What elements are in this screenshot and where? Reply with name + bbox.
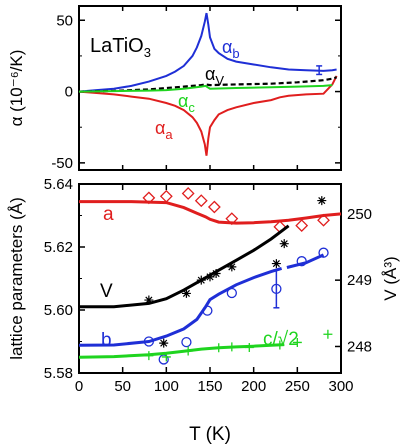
marker-diamond: [317, 213, 330, 227]
marker-asterisk: [181, 288, 191, 298]
marker-circle: [318, 247, 329, 258]
series-label-main: α: [222, 37, 232, 57]
y2-tick-label: 250: [347, 206, 372, 223]
marker-plus: [161, 352, 171, 362]
series-label-subscript: V: [215, 73, 224, 88]
lattice-parameters-panel: 0 50 100 150 200 250 300 5.58 5.60 5.62 5.64 248 249…: [7, 176, 400, 445]
series-line-b: [78, 12, 337, 93]
y-tick-label: 5.58: [44, 365, 73, 382]
marker-plus: [275, 340, 285, 350]
marker-asterisk: [144, 295, 154, 305]
y2-tick-label: 248: [347, 338, 372, 355]
marker-diamond: [142, 191, 156, 205]
series-label-main: α: [205, 64, 215, 84]
marker-diamond: [295, 219, 309, 232]
marker-diamond: [194, 194, 208, 208]
series-line-c: [78, 84, 333, 93]
marker-asterisk: [317, 196, 327, 206]
series-label-b: b: [101, 330, 112, 351]
series-label-V: V: [100, 281, 113, 302]
series-label-c2: c/√2: [263, 329, 299, 350]
y2-tick-label: 249: [347, 272, 372, 289]
marker-circle: [296, 256, 307, 267]
marker-plus: [292, 337, 302, 347]
marker-asterisk: [271, 259, 281, 269]
marker-circle: [143, 336, 155, 347]
marker-asterisk: [196, 275, 206, 285]
marker-circle: [202, 305, 213, 316]
x-tick-label: 100: [154, 378, 179, 395]
x-tick-label: 150: [197, 378, 222, 395]
x-tick-label: 250: [285, 378, 310, 395]
title-subscript: 3: [144, 45, 151, 60]
marker-asterisk: [159, 338, 169, 348]
marker-circle: [226, 287, 237, 299]
series-label-alpha-a: αa: [155, 118, 173, 142]
series-label-main: α: [178, 91, 188, 111]
marker-plus: [183, 346, 193, 356]
series-label-subscript: a: [165, 127, 173, 142]
marker-plus: [144, 351, 154, 361]
series-label-main: α: [155, 118, 165, 138]
x-tick-label: 200: [241, 378, 266, 395]
y-tick-label: 5.62: [44, 239, 73, 256]
marker-diamond: [225, 212, 239, 226]
series-label-subscript: c: [188, 100, 195, 115]
x-tick-label: 0: [75, 378, 83, 395]
top-y-tick-label: 0: [65, 84, 73, 101]
marker-plus: [214, 343, 224, 353]
top-y-tick-label: 50: [56, 12, 73, 29]
top-panel-title: LaTiO3: [90, 35, 151, 60]
series-line-a: [78, 75, 338, 156]
y-tick-label: 5.64: [44, 176, 73, 193]
marker-diamond: [181, 187, 195, 200]
marker-plus: [323, 329, 333, 339]
fit-line-c2: [78, 343, 285, 359]
series-label-alpha-c: αc: [178, 91, 195, 115]
series-label-alpha-V: αV: [205, 64, 224, 88]
y-axis-label: lattice parameters (Å): [7, 197, 26, 360]
top-y-axis-label: α (10⁻⁶/K): [7, 50, 26, 127]
y2-axis-label: V (Å³): [381, 256, 400, 300]
marker-diamond: [159, 189, 173, 203]
marker-plus: [227, 342, 237, 352]
series-label-a: a: [103, 204, 114, 225]
marker-asterisk: [205, 272, 215, 282]
marker-asterisk: [227, 262, 237, 272]
marker-asterisk: [211, 269, 221, 279]
marker-asterisk: [279, 239, 289, 249]
series-label-subscript: b: [232, 46, 239, 61]
x-axis-label: T (K): [189, 424, 231, 445]
x-tick-label: 50: [114, 378, 131, 395]
x-tick-label: 300: [328, 378, 353, 395]
fit-line-a: [79, 200, 342, 225]
fit-line-b-high: [286, 253, 325, 269]
title-main: LaTiO: [90, 35, 144, 57]
marker-circle: [158, 354, 169, 365]
marker-diamond: [207, 200, 221, 214]
top-y-tick-label: -50: [51, 155, 73, 172]
series-line-V: [78, 76, 337, 93]
series-label-alpha-b: αb: [222, 37, 240, 61]
marker-circle: [181, 336, 192, 348]
y-tick-label: 5.60: [44, 302, 73, 319]
marker-plus: [244, 342, 254, 352]
